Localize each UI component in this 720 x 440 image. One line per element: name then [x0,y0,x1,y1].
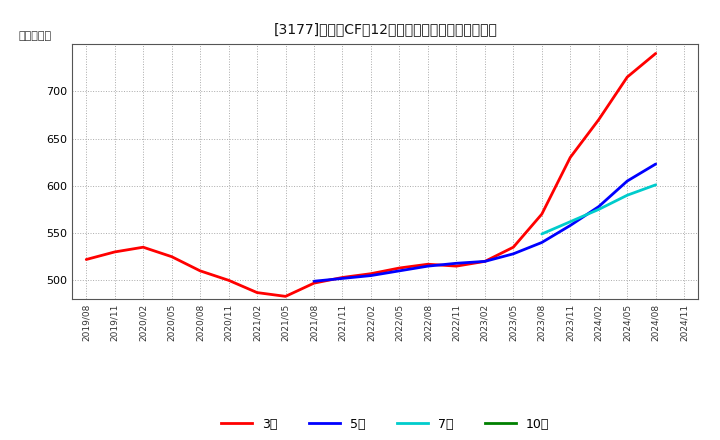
Legend: 3年, 5年, 7年, 10年: 3年, 5年, 7年, 10年 [216,413,554,436]
Text: （百万円）: （百万円） [19,31,52,41]
Title: [3177]　営業CFの12か月移動合計の平均値の推移: [3177] 営業CFの12か月移動合計の平均値の推移 [274,22,497,36]
